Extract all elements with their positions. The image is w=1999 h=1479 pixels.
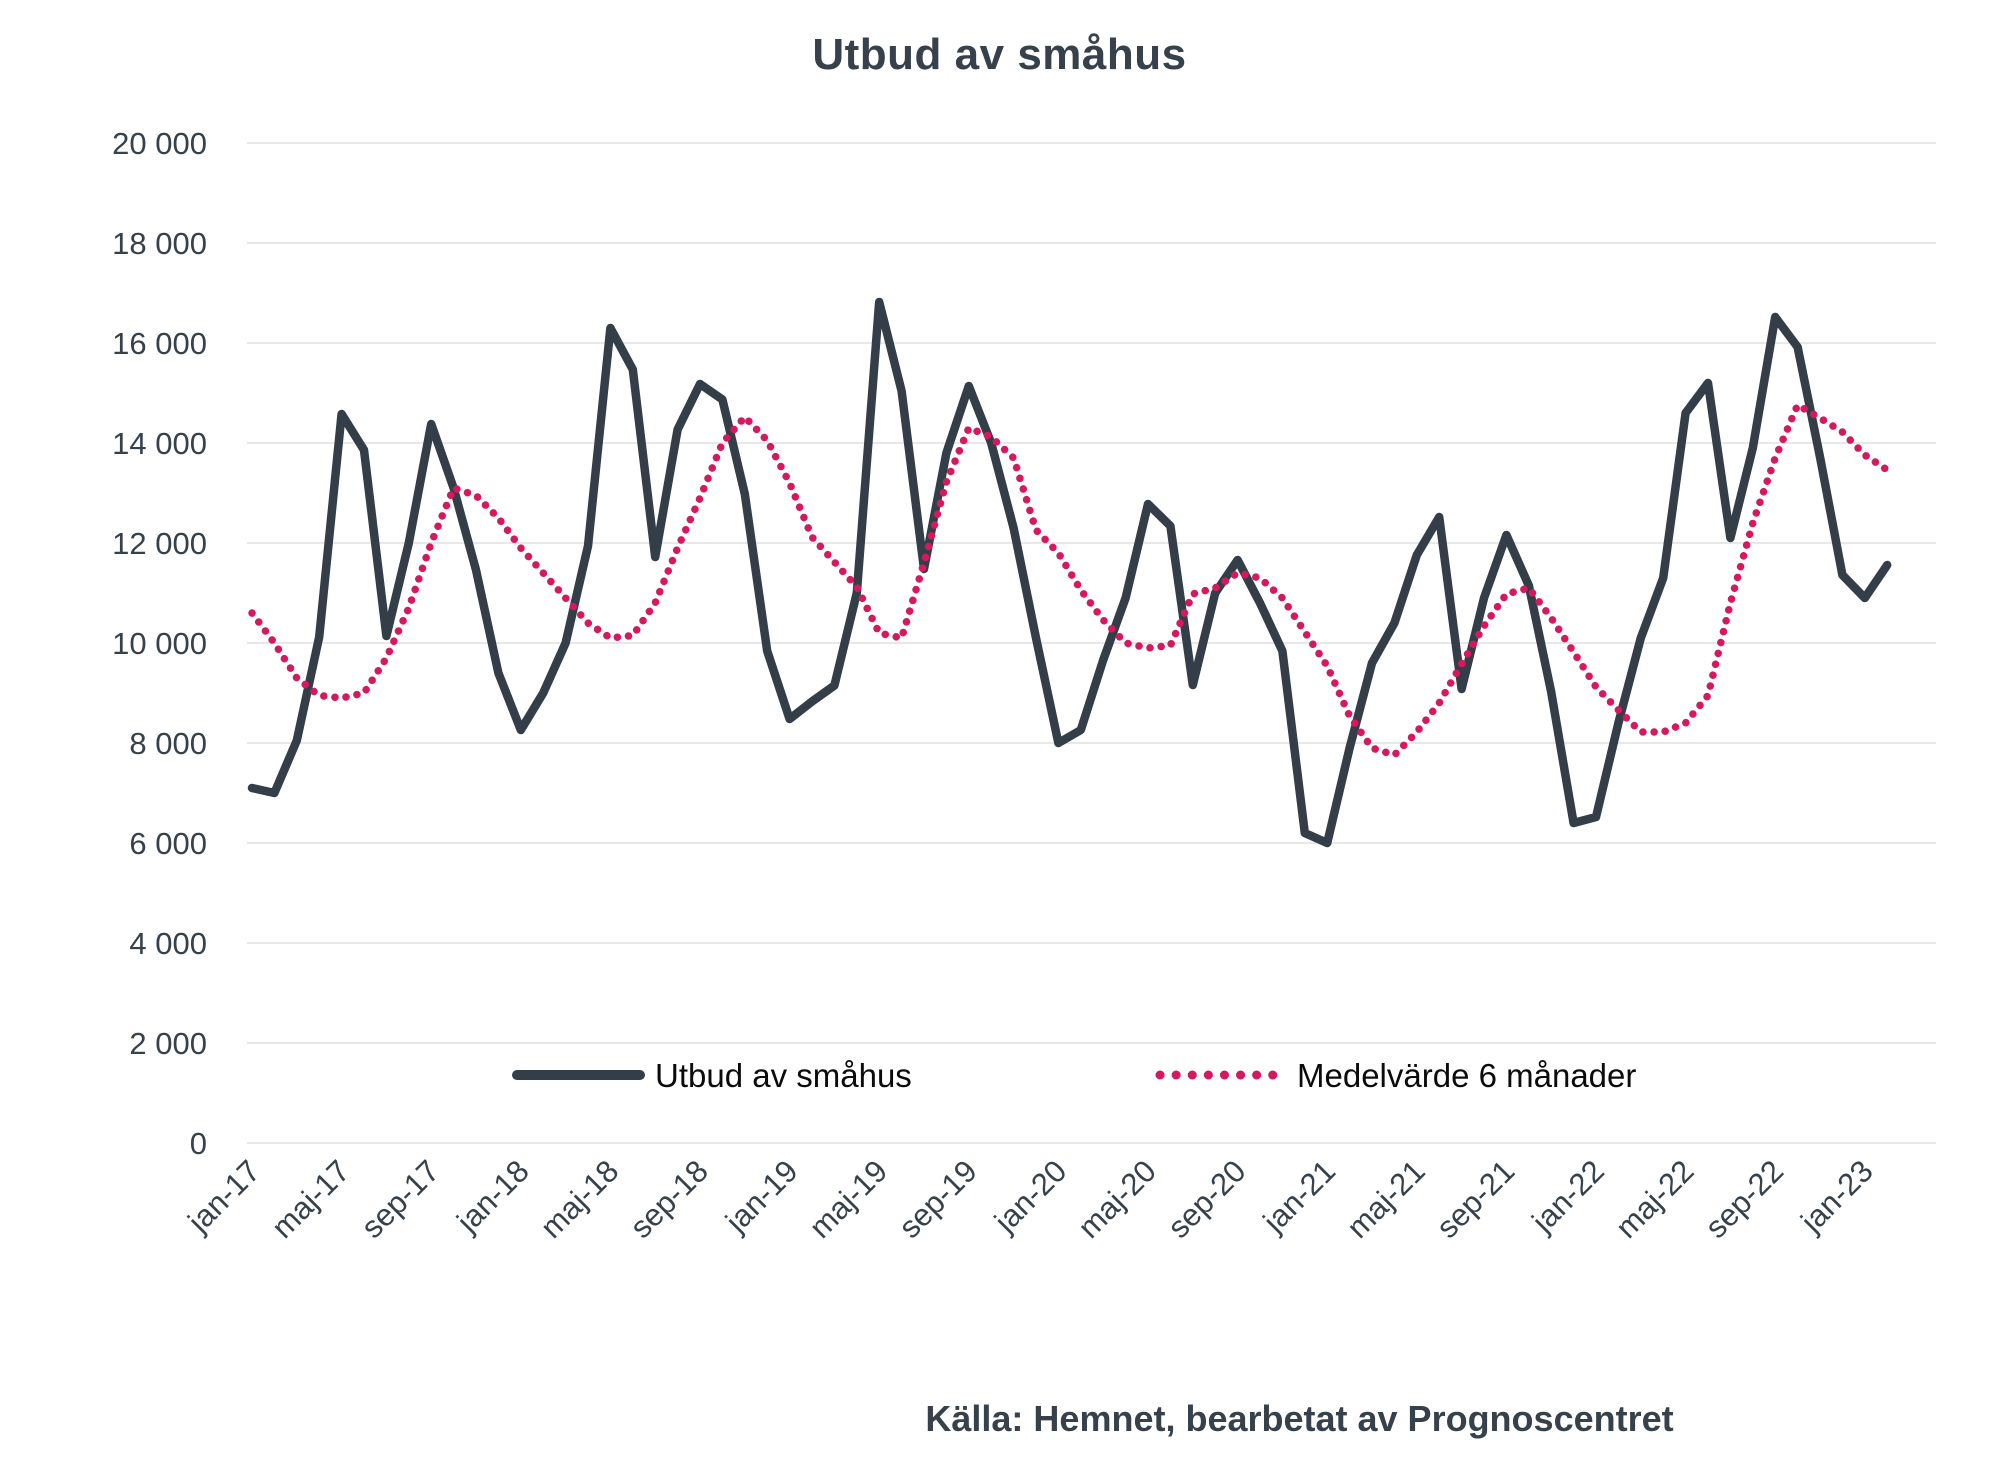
x-tick-label: sep-19 — [892, 1153, 984, 1245]
x-tick-label: maj-17 — [265, 1153, 357, 1245]
x-tick-label: sep-21 — [1430, 1153, 1522, 1245]
x-tick-label: sep-17 — [354, 1153, 446, 1245]
x-tick-label: jan-18 — [449, 1153, 535, 1239]
x-tick-label: jan-23 — [1793, 1153, 1879, 1239]
gridlines — [247, 142, 1936, 1144]
x-tick-label: sep-20 — [1161, 1153, 1253, 1245]
x-tick-label: maj-21 — [1340, 1153, 1432, 1245]
x-tick-label: maj-19 — [802, 1153, 894, 1245]
y-tick-label: 6 000 — [129, 826, 207, 861]
y-tick-label: 4 000 — [129, 926, 207, 961]
x-tick-label: jan-19 — [718, 1153, 804, 1239]
y-tick-label: 20 000 — [112, 126, 207, 161]
source-note: Källa: Hemnet, bearbetat av Prognoscentr… — [925, 1398, 1674, 1439]
chart-title: Utbud av småhus — [812, 30, 1187, 79]
x-tick-label: sep-22 — [1698, 1153, 1790, 1245]
y-axis-labels: 0 2 000 4 000 6 000 8 000 10 000 12 000 14 000 1… — [112, 126, 207, 1161]
x-tick-label: maj-20 — [1071, 1153, 1163, 1245]
legend: Utbud av småhus Medelvärde 6 månader — [512, 1057, 1636, 1094]
x-tick-label: jan-21 — [1256, 1153, 1342, 1239]
x-tick-label: sep-18 — [623, 1153, 715, 1245]
series-utbud-line — [247, 297, 1892, 848]
y-tick-label: 10 000 — [112, 626, 207, 661]
x-tick-label: jan-17 — [181, 1153, 267, 1239]
x-tick-label: maj-22 — [1609, 1153, 1701, 1245]
y-tick-label: 8 000 — [129, 726, 207, 761]
legend-label-utbud: Utbud av småhus — [655, 1057, 912, 1094]
y-tick-label: 12 000 — [112, 526, 207, 561]
legend-label-medelvarde: Medelvärde 6 månader — [1297, 1057, 1636, 1094]
y-tick-label: 18 000 — [112, 226, 207, 261]
x-tick-label: maj-18 — [534, 1153, 626, 1245]
x-tick-label: jan-20 — [987, 1153, 1073, 1239]
y-tick-label: 16 000 — [112, 326, 207, 361]
series-medelvarde-line — [248, 401, 1891, 759]
y-tick-label: 14 000 — [112, 426, 207, 461]
y-tick-label: 0 — [190, 1126, 207, 1161]
y-tick-label: 2 000 — [129, 1026, 207, 1061]
x-tick-label: jan-22 — [1525, 1153, 1611, 1239]
